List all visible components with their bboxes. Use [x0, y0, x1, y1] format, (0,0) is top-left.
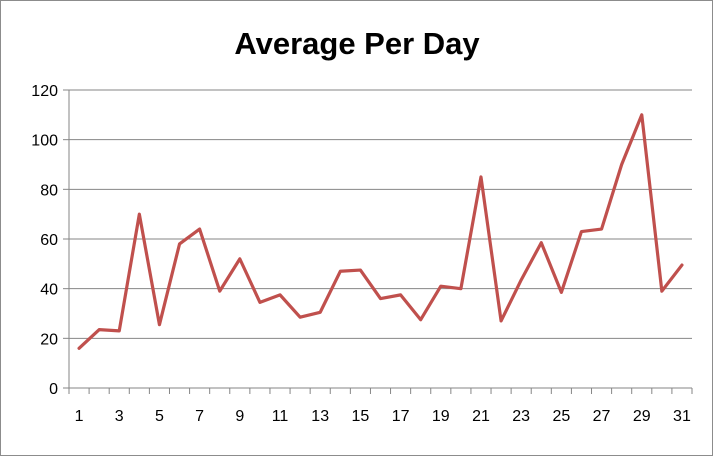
x-tick-label: 11 — [272, 408, 289, 425]
y-tick-label: 100 — [31, 133, 58, 150]
y-tick-label: 0 — [49, 381, 58, 398]
x-tick-label: 1 — [75, 408, 84, 425]
gridlines — [69, 89, 692, 339]
x-tick-label: 23 — [512, 408, 530, 425]
x-tick-label: 5 — [155, 408, 164, 425]
y-tick-label: 40 — [40, 282, 58, 299]
x-tick-label: 9 — [235, 408, 244, 425]
y-tick-label: 120 — [31, 83, 58, 100]
chart-title: Average Per Day — [234, 26, 480, 61]
y-tick-label: 80 — [40, 182, 58, 199]
y-tick-label: 20 — [40, 331, 58, 348]
x-tick-label: 27 — [593, 408, 611, 425]
y-tick-label: 60 — [40, 232, 58, 249]
x-tick-label: 19 — [432, 408, 450, 425]
x-axis-ticks: 1 3 5 7 9 11 13 15 17 19 21 23 25 27 29 31 — [75, 408, 691, 425]
series-line — [77, 113, 684, 350]
x-tick-label: 15 — [352, 408, 370, 425]
x-tick-label: 29 — [633, 408, 651, 425]
x-tick-label: 7 — [195, 408, 204, 425]
x-tick-label: 17 — [392, 408, 410, 425]
x-tick-label: 21 — [472, 408, 490, 425]
y-axis-ticks: 0 20 40 60 80 100 120 — [31, 83, 58, 398]
x-tick-label: 3 — [115, 408, 124, 425]
x-tick-label: 31 — [673, 408, 691, 425]
x-tick-label: 13 — [311, 408, 329, 425]
axes — [63, 89, 693, 394]
series — [77, 113, 684, 350]
x-tick-label: 25 — [552, 408, 570, 425]
